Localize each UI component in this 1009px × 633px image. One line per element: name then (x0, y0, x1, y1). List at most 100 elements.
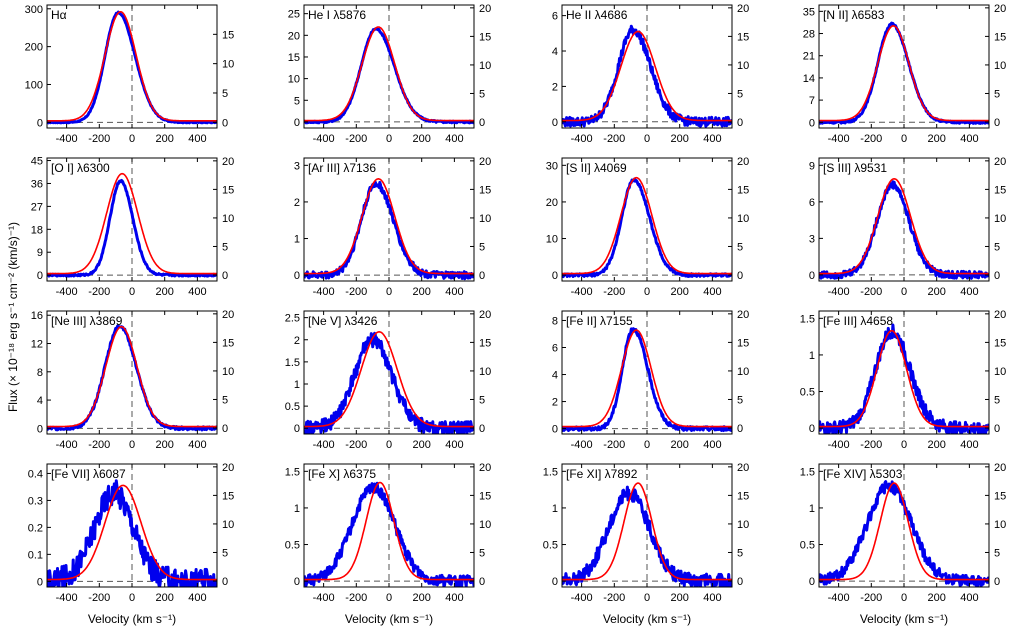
y-tick-label-left: 0 (552, 576, 558, 588)
y-tick-label-right: 5 (737, 394, 743, 406)
y-tick-label-right: 10 (994, 519, 1006, 531)
series-line-red (47, 172, 217, 275)
y-tick-label-right: 10 (737, 519, 749, 531)
x-axis-label-col3: Velocity (km s⁻¹) (602, 612, 692, 626)
y-tick-label-left: 0.1 (28, 549, 43, 561)
series-line-red (819, 329, 989, 428)
panel-title: [Fe II] λ7155 (566, 314, 633, 328)
y-tick-label-right: 5 (479, 241, 485, 253)
x-tick-label: 400 (188, 439, 206, 451)
x-axis-label-col2: Velocity (km s⁻¹) (344, 612, 434, 626)
y-tick-label-right: 0 (222, 423, 228, 435)
series-line-red (47, 11, 217, 122)
panel-12: -400 -200 0 200 400 0 0.5 1 1.5 0 5 10 15 20 [Fe III] … (800, 309, 1007, 451)
x-tick-label: -400 (828, 439, 850, 451)
y-tick-label-right: 10 (737, 60, 749, 72)
y-tick-label-left: 1.5 (285, 357, 300, 369)
series-line-red (562, 329, 732, 428)
y-tick-label-left: 3 (809, 233, 815, 245)
y-tick-label-left: 0.5 (285, 540, 300, 552)
x-tick-label: 400 (445, 439, 463, 451)
panel-title: [Fe III] λ4658 (823, 314, 893, 328)
series-line-red (47, 325, 217, 428)
x-tick-label: 0 (901, 439, 907, 451)
y-tick-label-right: 20 (222, 462, 234, 474)
y-tick-label-left: 1 (809, 350, 815, 362)
y-tick-label-left: 100 (25, 79, 43, 91)
y-tick-label-right: 20 (994, 3, 1006, 15)
y-tick-label-right: 15 (994, 490, 1006, 502)
x-tick-label: -400 (828, 592, 850, 604)
y-tick-label-right: 20 (222, 309, 234, 321)
y-tick-label-right: 5 (737, 547, 743, 559)
series-line-blue (304, 27, 474, 125)
panel-11: -400 -200 0 200 400 0 2 4 6 8 0 5 10 15 20 [Fe II] λ715… (552, 309, 749, 451)
x-tick-label: 400 (703, 592, 721, 604)
y-tick-label-left: 27 (31, 201, 43, 213)
x-tick-label: -400 (571, 133, 593, 145)
x-tick-label: -200 (88, 439, 110, 451)
y-tick-label-right: 10 (994, 60, 1006, 72)
y-tick-label-left: 35 (803, 6, 815, 18)
x-tick-label: 0 (901, 592, 907, 604)
series-line-red (47, 484, 217, 581)
y-tick-label-left: 0 (37, 270, 43, 282)
y-tick-label-left: 9 (37, 247, 43, 259)
y-tick-label-right: 5 (994, 88, 1000, 100)
y-tick-label-right: 15 (479, 31, 491, 43)
x-tick-label: 400 (703, 133, 721, 145)
y-tick-label-left: 300 (25, 4, 43, 16)
x-tick-label: 200 (156, 286, 174, 298)
y-tick-label-right: 10 (994, 213, 1006, 225)
y-tick-label-left: 0 (37, 576, 43, 588)
panel-1: -400 -200 0 200 400 0 100 200 300 0 5 10 15 Hα (25, 4, 235, 145)
x-tick-label: 400 (960, 439, 978, 451)
x-tick-label: -400 (313, 286, 335, 298)
panel-title: [Ne V] λ3426 (308, 314, 378, 328)
y-tick-label-right: 15 (994, 184, 1006, 196)
series-line-red (304, 178, 474, 275)
x-tick-label: 200 (928, 592, 946, 604)
y-tick-label-left: 2 (294, 335, 300, 347)
x-tick-label: 400 (188, 592, 206, 604)
series-line-blue (562, 177, 732, 278)
y-tick-label-left: 1.5 (285, 466, 300, 478)
y-tick-label-left: 9 (809, 160, 815, 172)
y-tick-label-right: 0 (479, 270, 485, 282)
y-tick-label-right: 10 (479, 366, 491, 378)
x-tick-label: -400 (571, 286, 593, 298)
x-tick-label: 200 (671, 439, 689, 451)
y-tick-label-left: 21 (803, 51, 815, 63)
x-tick-label: 400 (703, 439, 721, 451)
x-tick-label: 400 (445, 592, 463, 604)
series-line-blue (562, 485, 732, 587)
y-tick-label-right: 20 (994, 156, 1006, 168)
x-tick-label: 0 (129, 286, 135, 298)
y-tick-label-left: 0 (294, 270, 300, 282)
x-tick-label: -400 (313, 133, 335, 145)
y-tick-label-left: 1 (294, 503, 300, 515)
y-tick-label-left: 5 (294, 95, 300, 107)
panel-5: -400 -200 0 200 400 0 9 18 27 36 45 0 5 10 15 20 [O I] λ… (31, 156, 235, 298)
y-tick-label-left: 1 (294, 379, 300, 391)
x-tick-label: 400 (188, 133, 206, 145)
panel-10: -400 -200 0 200 400 0 0.5 1 1.5 2 2.5 0 5 10 15 20 [Ne V… (285, 309, 492, 451)
y-tick-label-left: 4 (552, 370, 558, 382)
y-tick-label-right: 20 (994, 309, 1006, 321)
y-tick-label-left: 6 (809, 197, 815, 209)
y-tick-label-right: 15 (737, 184, 749, 196)
y-tick-label-left: 8 (552, 315, 558, 327)
y-tick-label-left: 15 (288, 52, 300, 64)
series-line-red (304, 481, 474, 581)
panel-2: -400 -200 0 200 400 0 5 10 15 20 25 0 5 10 15 20 He I λ5… (288, 3, 492, 145)
y-tick-label-left: 2 (552, 81, 558, 93)
x-tick-label: -200 (345, 286, 367, 298)
y-tick-label-right: 0 (994, 270, 1000, 282)
y-tick-label-right: 0 (479, 423, 485, 435)
panel-title: He I λ5876 (308, 8, 366, 22)
y-tick-label-right: 10 (737, 213, 749, 225)
y-tick-label-right: 10 (222, 213, 234, 225)
x-tick-label: 0 (386, 592, 392, 604)
x-tick-label: -200 (345, 592, 367, 604)
